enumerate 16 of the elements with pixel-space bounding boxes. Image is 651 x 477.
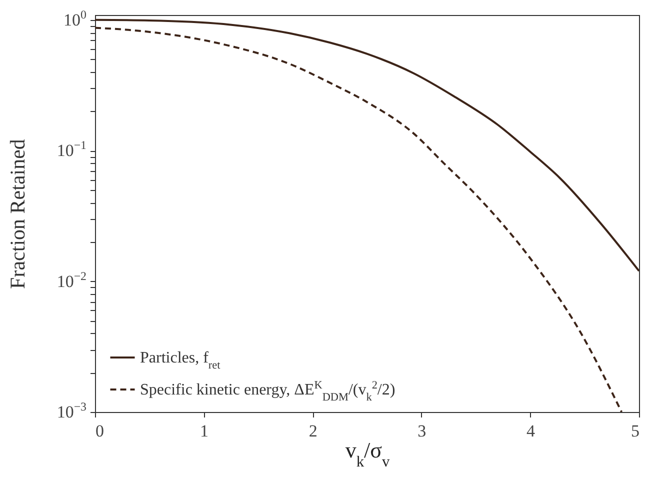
x-tick-label: 1 [200, 422, 209, 440]
legend-label: Specific kinetic energy, ΔE$^{K}$$_{DDM}$/(v$_{k}$$^{2}$/2) [140, 380, 396, 404]
y-tick-label: 10$^{0}$ [64, 7, 87, 30]
y-tick-label: 10$^{−3}$ [56, 400, 87, 422]
y-tick-label: 10$^{−1}$ [56, 138, 87, 160]
legend-label: Particles, f$_{ret}$ [140, 350, 222, 372]
line-series [95, 18, 639, 272]
x-tick-label: 5 [631, 422, 640, 440]
y-axis-title: Fraction Retained [6, 138, 30, 289]
x-tick-label: 2 [308, 422, 318, 440]
y-tick-label: 10$^{−2}$ [56, 268, 87, 291]
x-tick-label: 3 [418, 422, 426, 440]
x-tick-label: 0 [96, 422, 104, 440]
x-tick-label: 4 [526, 422, 536, 440]
x-axis-title: v$_{k}$/σ$_{v}$ [345, 438, 390, 470]
line-series [95, 26, 623, 412]
